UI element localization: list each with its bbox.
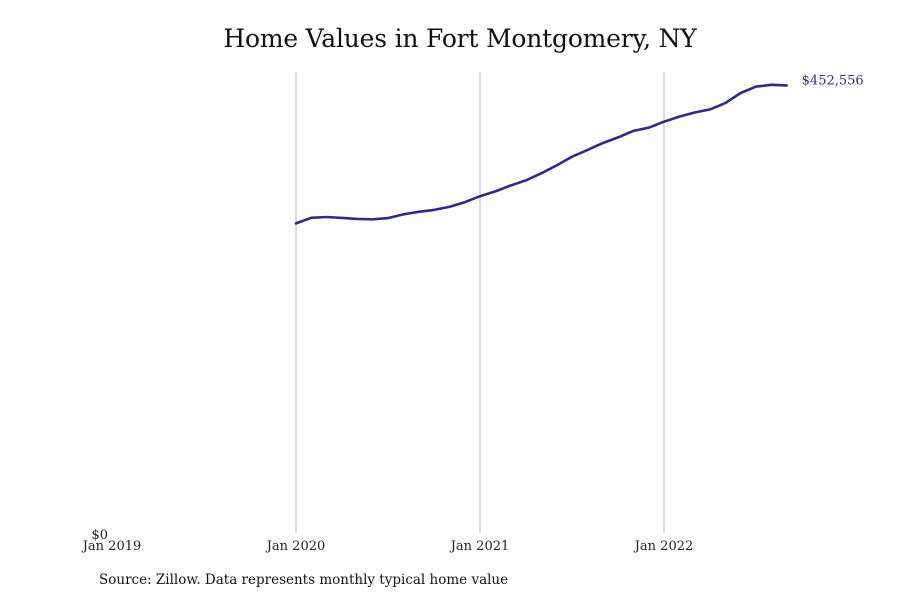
- series-line: [294, 83, 788, 225]
- y-tick-label: $0: [91, 528, 108, 543]
- x-tick-label: Jan 2022: [633, 539, 694, 554]
- series-layer: $452,556: [294, 73, 864, 225]
- axis-labels: Jan 2019 Jan 2020 Jan 2021 Jan 2022 $0: [81, 528, 694, 554]
- end-value-label: $452,556: [802, 73, 864, 88]
- x-tick-label: Jan 2019: [81, 539, 142, 554]
- x-tick-label: Jan 2020: [265, 539, 326, 554]
- chart-title: Home Values in Fort Montgomery, NY: [223, 24, 697, 53]
- gridlines: [295, 72, 665, 533]
- source-note: Source: Zillow. Data represents monthly …: [99, 572, 509, 588]
- x-tick-label: Jan 2021: [449, 539, 510, 554]
